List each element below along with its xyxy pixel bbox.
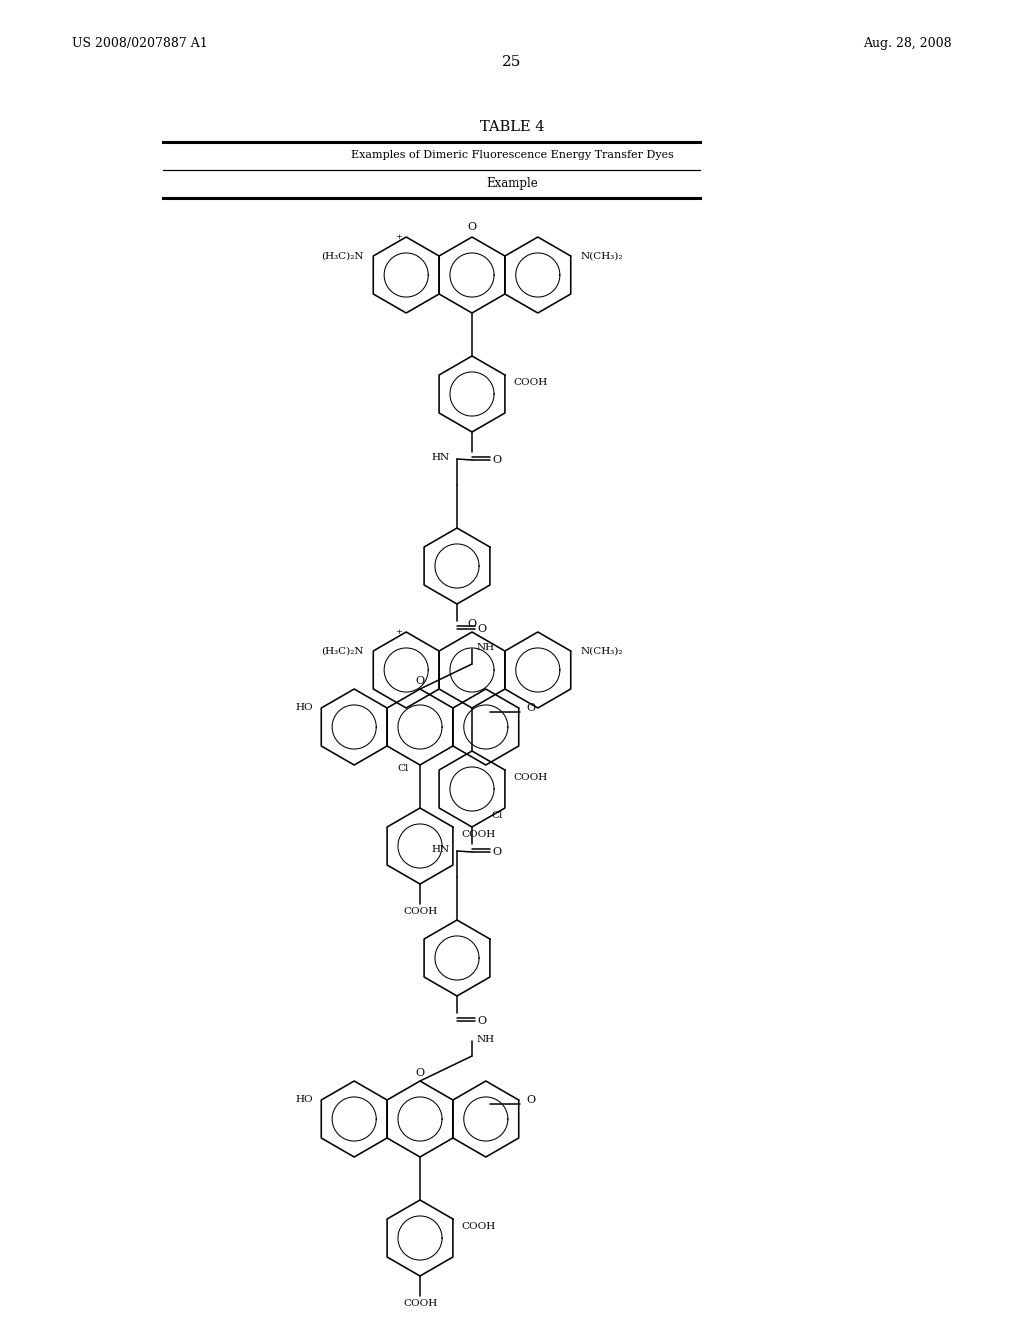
Text: COOH: COOH (402, 1299, 437, 1308)
Text: O: O (492, 847, 501, 857)
Text: Examples of Dimeric Fluorescence Energy Transfer Dyes: Examples of Dimeric Fluorescence Energy … (350, 150, 674, 160)
Text: 25: 25 (503, 55, 521, 69)
Text: COOH: COOH (402, 907, 437, 916)
Text: O: O (416, 676, 425, 686)
Text: COOH: COOH (461, 830, 496, 840)
Text: COOH: COOH (513, 378, 547, 387)
Text: O: O (526, 1096, 536, 1105)
Text: O: O (477, 624, 486, 634)
Text: O: O (467, 222, 476, 232)
Text: (H₃C)₂N: (H₃C)₂N (321, 252, 364, 260)
Text: (H₃C)₂N: (H₃C)₂N (321, 647, 364, 656)
Text: TABLE 4: TABLE 4 (480, 120, 544, 135)
Text: HO: HO (296, 1096, 313, 1105)
Text: COOH: COOH (513, 774, 547, 781)
Text: O: O (526, 704, 536, 713)
Text: +: + (395, 628, 401, 636)
Text: HO: HO (296, 704, 313, 713)
Text: Aug. 28, 2008: Aug. 28, 2008 (863, 37, 952, 50)
Text: O: O (467, 619, 476, 630)
Text: NH: NH (477, 1035, 496, 1044)
Text: Cl: Cl (490, 810, 503, 820)
Text: O: O (477, 1016, 486, 1026)
Text: COOH: COOH (461, 1222, 496, 1232)
Text: Example: Example (486, 177, 538, 190)
Text: HN: HN (432, 454, 450, 462)
Text: +: + (395, 232, 401, 240)
Text: N(CH₃)₂: N(CH₃)₂ (581, 252, 624, 260)
Text: O: O (416, 1068, 425, 1078)
Text: Cl: Cl (397, 763, 409, 772)
Text: HN: HN (432, 846, 450, 854)
Text: N(CH₃)₂: N(CH₃)₂ (581, 647, 624, 656)
Text: US 2008/0207887 A1: US 2008/0207887 A1 (72, 37, 208, 50)
Text: NH: NH (477, 643, 496, 652)
Text: O: O (492, 455, 501, 465)
